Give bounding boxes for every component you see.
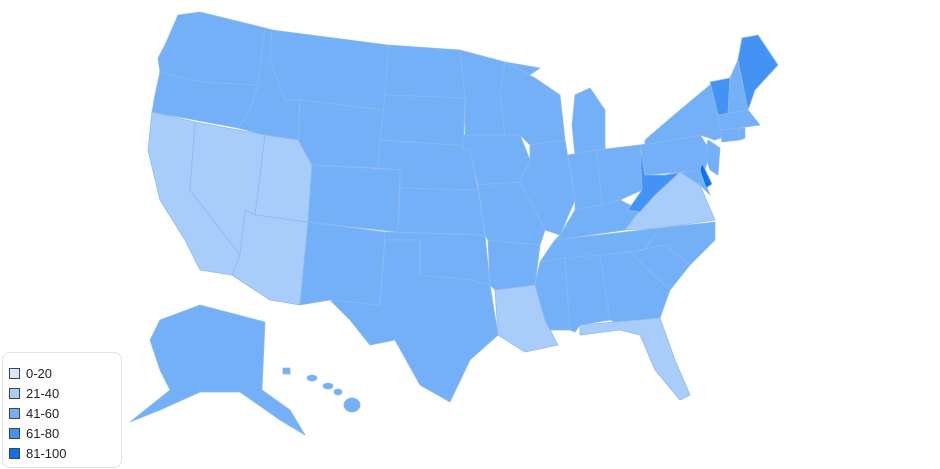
state-delaware[interactable]: [699, 162, 713, 189]
state-kansas[interactable]: [397, 187, 486, 236]
legend-label: 21-40: [26, 385, 60, 401]
state-michigan[interactable]: [571, 87, 606, 156]
state-rhode-island[interactable]: [737, 127, 746, 141]
legend-swatch: [9, 367, 20, 379]
state-hawaii-island[interactable]: [322, 382, 334, 390]
legend-item: 61-80: [9, 425, 59, 441]
state-illinois[interactable]: [519, 139, 576, 236]
state-hawaii-island[interactable]: [306, 374, 318, 382]
state-new-mexico[interactable]: [299, 221, 386, 306]
state-connecticut[interactable]: [719, 127, 741, 143]
state-massachusetts[interactable]: [717, 109, 761, 131]
state-alaska[interactable]: [129, 304, 306, 436]
legend-label: 41-60: [26, 405, 60, 421]
state-hawaii-island[interactable]: [343, 397, 361, 413]
state-florida[interactable]: [579, 317, 691, 401]
legend-item: 0-20: [9, 365, 52, 381]
legend-item: 21-40: [9, 385, 59, 401]
state-arkansas[interactable]: [487, 239, 541, 291]
state-washington[interactable]: [157, 11, 266, 86]
state-colorado[interactable]: [307, 164, 401, 233]
legend-swatch: [9, 387, 20, 399]
legend: 0-20 21-40 41-60 61-80 81-100: [2, 352, 122, 468]
state-maryland[interactable]: [664, 169, 711, 196]
legend-item: 81-100: [9, 445, 66, 461]
state-new-jersey[interactable]: [704, 139, 721, 176]
state-hawaii-island[interactable]: [333, 388, 343, 396]
legend-label: 61-80: [26, 425, 60, 441]
state-wyoming[interactable]: [297, 99, 384, 169]
legend-label: 0-20: [26, 365, 53, 381]
legend-swatch: [9, 407, 20, 419]
legend-label: 81-100: [26, 445, 67, 461]
state-arizona[interactable]: [231, 209, 309, 306]
state-hawaii[interactable]: [282, 367, 291, 375]
state-north-dakota[interactable]: [384, 44, 466, 99]
legend-swatch: [9, 427, 20, 439]
state-texas[interactable]: [329, 239, 499, 403]
state-ohio[interactable]: [596, 144, 643, 206]
legend-item: 41-60: [9, 405, 59, 421]
legend-swatch: [9, 447, 20, 459]
state-montana[interactable]: [269, 29, 389, 111]
state-wisconsin[interactable]: [499, 61, 566, 146]
